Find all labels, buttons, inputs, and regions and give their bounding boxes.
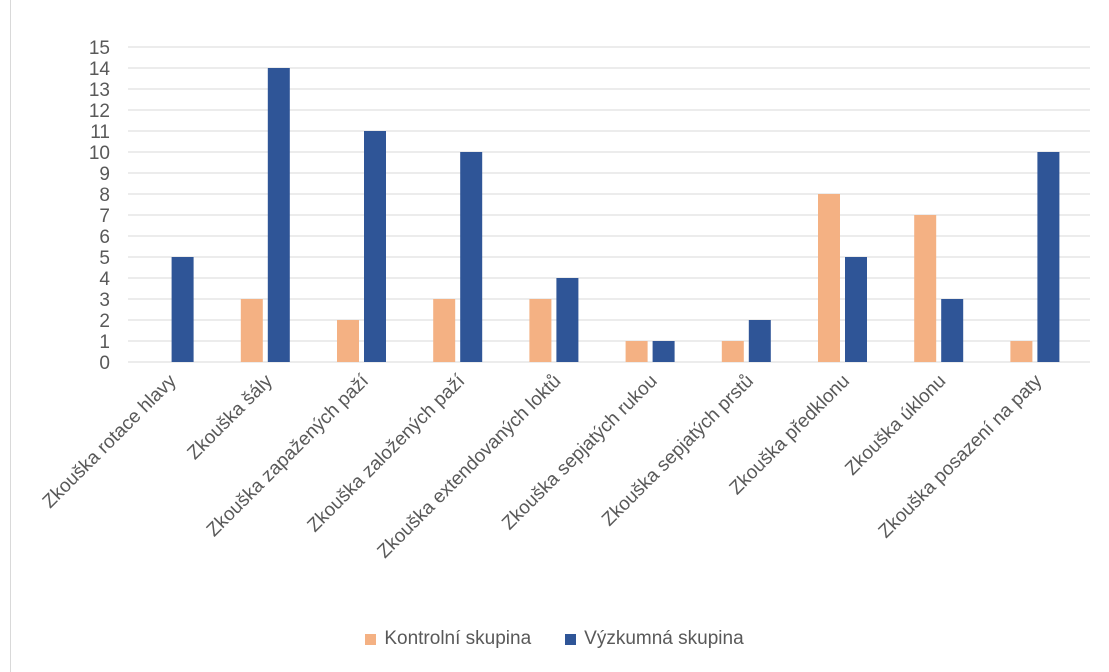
legend-swatch-kontrolni <box>365 633 377 645</box>
bar-kontrolni <box>914 215 937 362</box>
bar-vyzkumna <box>364 131 386 362</box>
x-category-label: Zkouška založených paží <box>304 370 470 536</box>
legend-label-kontrolni: Kontrolní skupina <box>384 628 532 649</box>
bar-vyzkumna <box>1037 152 1060 362</box>
bars <box>171 68 1060 362</box>
legend-item-kontrolni: Kontrolní skupina <box>365 628 531 650</box>
x-category-label: Zkouška rotace hlavy <box>39 370 181 512</box>
bar-kontrolni <box>529 299 552 362</box>
x-category-label: Zkouška zapažených paží <box>203 370 374 541</box>
legend-swatch-vyzkumna <box>565 633 577 645</box>
bar-kontrolni <box>337 320 359 362</box>
y-tick-label: 13 <box>89 80 110 101</box>
y-tick-label: 5 <box>99 248 110 269</box>
legend: Kontrolní skupina Výzkumná skupina <box>0 628 1109 650</box>
x-axis-categories: Zkouška rotace hlavy Zkouška šályZkouška … <box>39 370 1047 562</box>
bar-vyzkumna <box>748 320 771 362</box>
y-tick-label: 9 <box>99 164 110 185</box>
bar-vyzkumna <box>460 152 483 362</box>
y-tick-label: 4 <box>99 269 110 290</box>
y-tick-label: 10 <box>89 143 110 164</box>
bar-vyzkumna <box>652 341 675 362</box>
y-tick-label: 2 <box>99 311 110 332</box>
legend-item-vyzkumna: Výzkumná skupina <box>565 628 744 650</box>
bar-kontrolni <box>721 341 744 362</box>
y-tick-label: 11 <box>90 122 110 143</box>
bar-kontrolni <box>240 299 263 362</box>
x-category-label: Zkouška šály <box>184 370 278 464</box>
x-category-label: Zkouška posazení na paty <box>875 370 1047 542</box>
y-tick-label: 1 <box>99 332 110 353</box>
y-tick-label: 12 <box>89 101 110 122</box>
bar-vyzkumna <box>941 299 964 362</box>
bar-kontrolni <box>818 194 840 362</box>
chart-frame <box>10 0 1109 672</box>
y-tick-label: 15 <box>89 38 110 59</box>
bar-kontrolni <box>625 341 648 362</box>
x-category-label: Zkouška extendovaných loktů <box>374 371 566 563</box>
x-category-label: Zkouška úklonu <box>841 371 950 480</box>
bar-vyzkumna <box>267 68 290 362</box>
bar-kontrolni <box>1010 341 1033 362</box>
x-category-label: Zkouška sepjatých rukou <box>498 371 661 534</box>
bar-kontrolni <box>433 299 456 362</box>
legend-label-vyzkumna: Výzkumná skupina <box>584 628 744 649</box>
y-tick-label: 7 <box>99 206 110 227</box>
y-tick-label: 8 <box>99 185 110 206</box>
bar-vyzkumna <box>171 257 194 362</box>
y-tick-label: 14 <box>89 59 111 80</box>
y-tick-label: 0 <box>99 353 110 374</box>
bar-vyzkumna <box>556 278 579 362</box>
bar-vyzkumna <box>845 257 867 362</box>
y-tick-label: 6 <box>99 227 110 248</box>
y-tick-label: 3 <box>99 290 110 311</box>
